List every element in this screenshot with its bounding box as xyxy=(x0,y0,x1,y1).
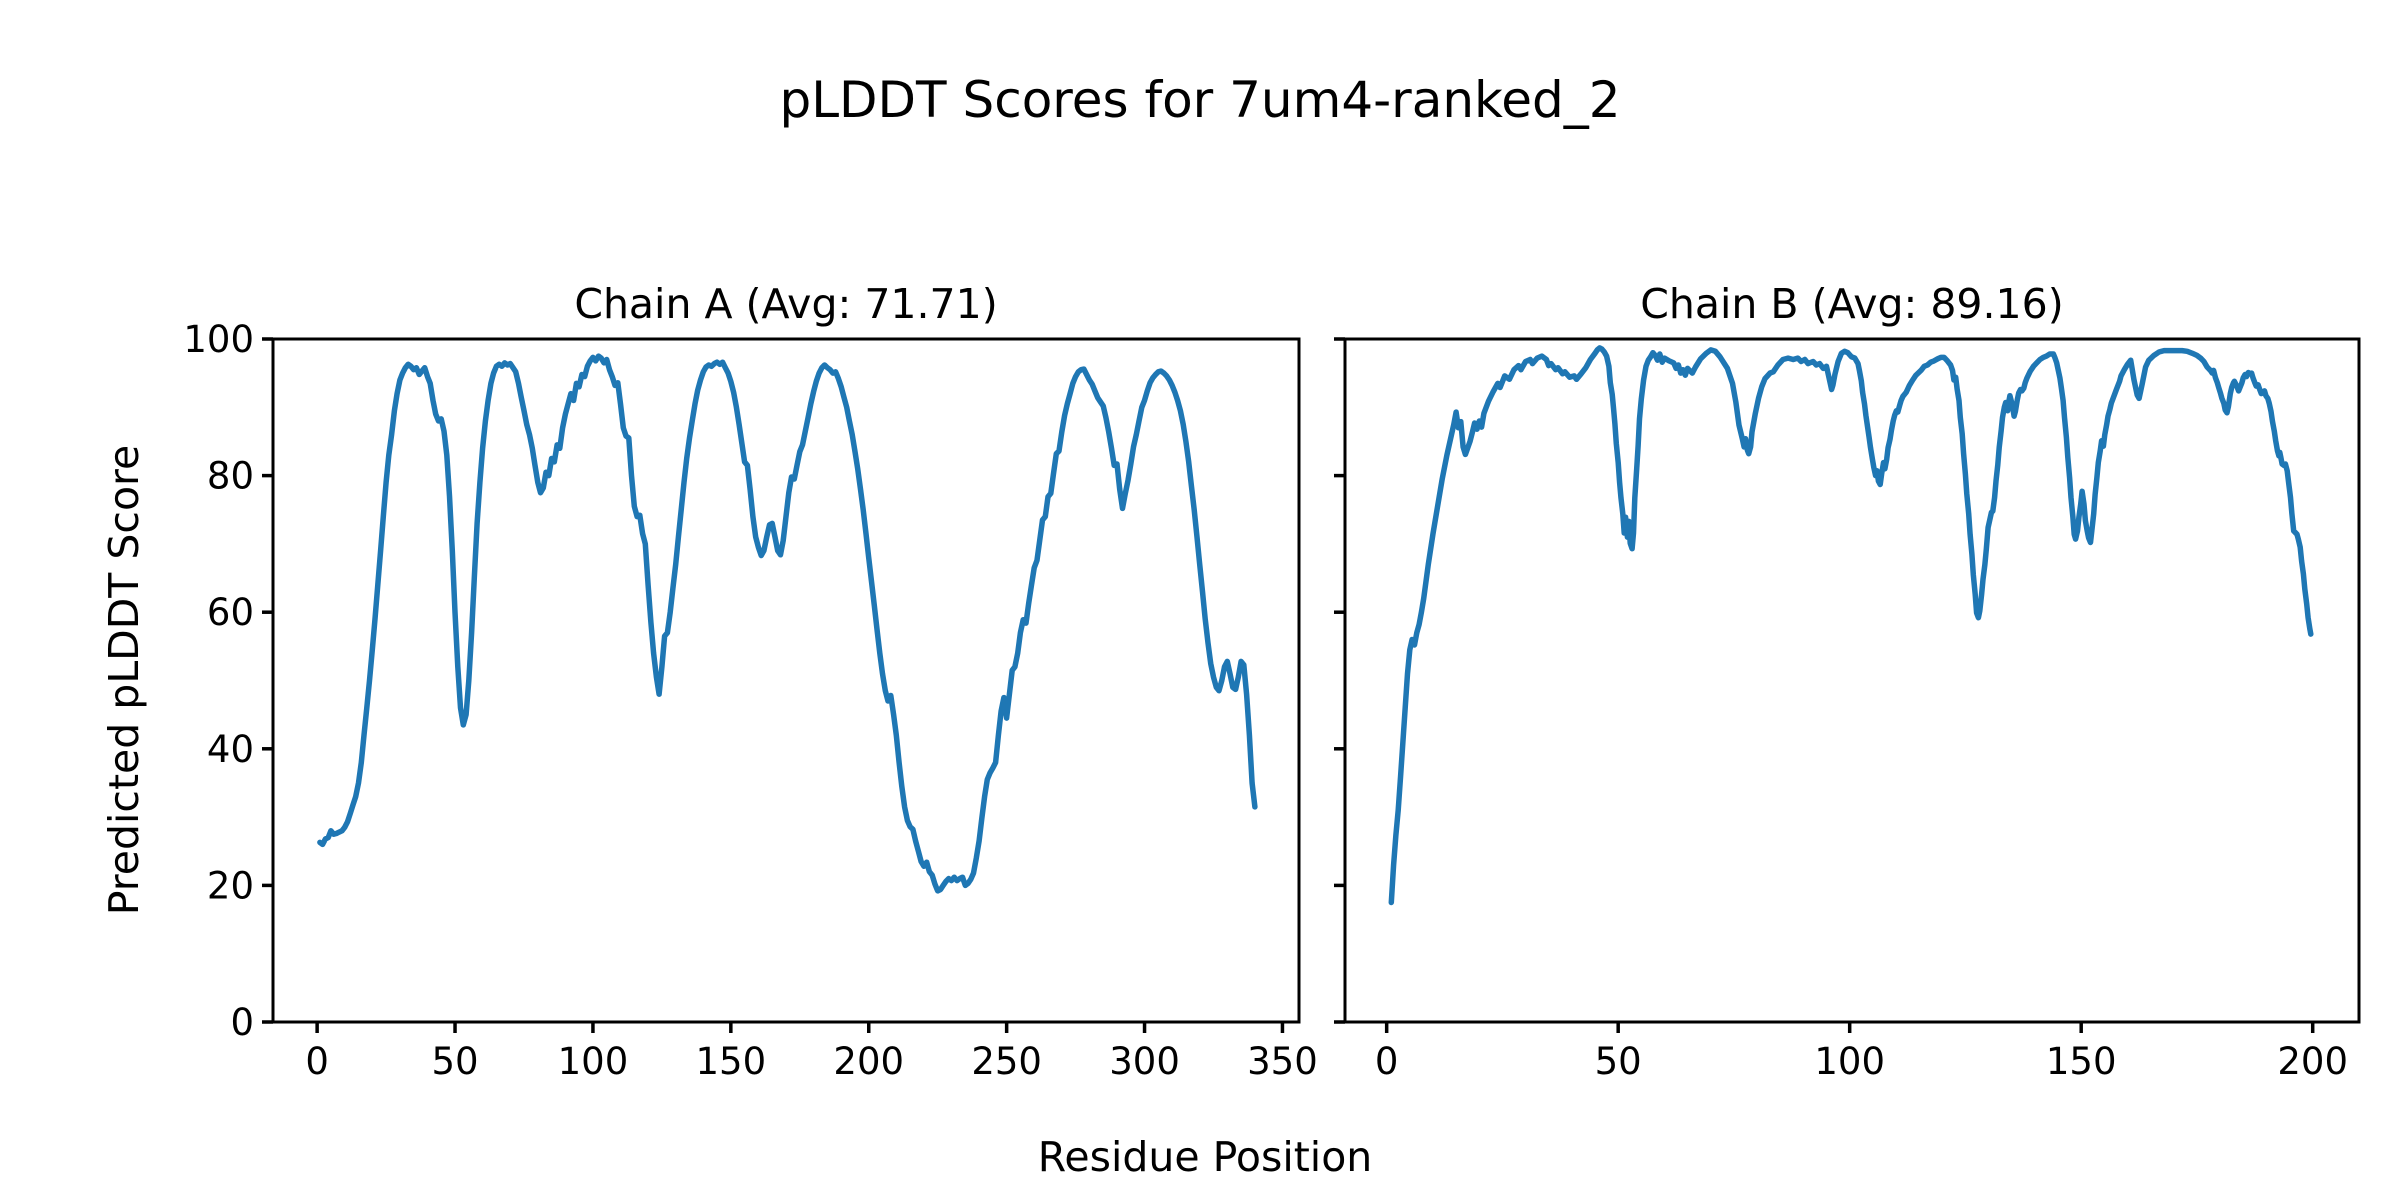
y-tick-label: 0 xyxy=(230,1001,254,1044)
x-tick-label: 50 xyxy=(431,1040,478,1083)
axes-spines xyxy=(1343,337,2361,1024)
figure-title: pLDDT Scores for 7um4-ranked_2 xyxy=(779,71,1620,129)
x-tick-label: 50 xyxy=(1595,1040,1642,1083)
y-tick-label: 60 xyxy=(207,591,254,634)
x-tick-label: 250 xyxy=(971,1040,1042,1083)
x-tick-label: 0 xyxy=(305,1040,329,1083)
y-tick-label: 40 xyxy=(207,728,254,771)
x-tick-label: 200 xyxy=(833,1040,904,1083)
x-tick-label: 100 xyxy=(558,1040,629,1083)
chain-b-title: Chain B (Avg: 89.16) xyxy=(1640,280,2063,328)
x-tick-label: 200 xyxy=(2277,1040,2348,1083)
y-tick-label: 80 xyxy=(207,455,254,498)
x-tick-label: 150 xyxy=(2046,1040,2117,1083)
chain-a-plot: 0 50 100 150 200 250 300 350 0 20 40 60 80 100 xyxy=(183,318,1317,1083)
chain-a-line xyxy=(317,353,1258,894)
y-axis-label: Predicted pLDDT Score xyxy=(100,445,148,915)
x-tick-label: 350 xyxy=(1247,1040,1318,1083)
x-tick-label: 150 xyxy=(696,1040,767,1083)
chain-b-plot: 0 50 100 150 200 xyxy=(1334,337,2361,1083)
x-tick-label: 0 xyxy=(1375,1040,1399,1083)
axes-spines xyxy=(271,337,1301,1024)
y-tick-label: 20 xyxy=(207,864,254,907)
x-tick-label: 100 xyxy=(1814,1040,1885,1083)
chain-b-line xyxy=(1388,345,2314,906)
y-tick-label: 100 xyxy=(183,318,254,361)
x-tick-label: 300 xyxy=(1109,1040,1180,1083)
x-axis-label: Residue Position xyxy=(1038,1133,1373,1181)
chain-a-title: Chain A (Avg: 71.71) xyxy=(574,280,997,328)
